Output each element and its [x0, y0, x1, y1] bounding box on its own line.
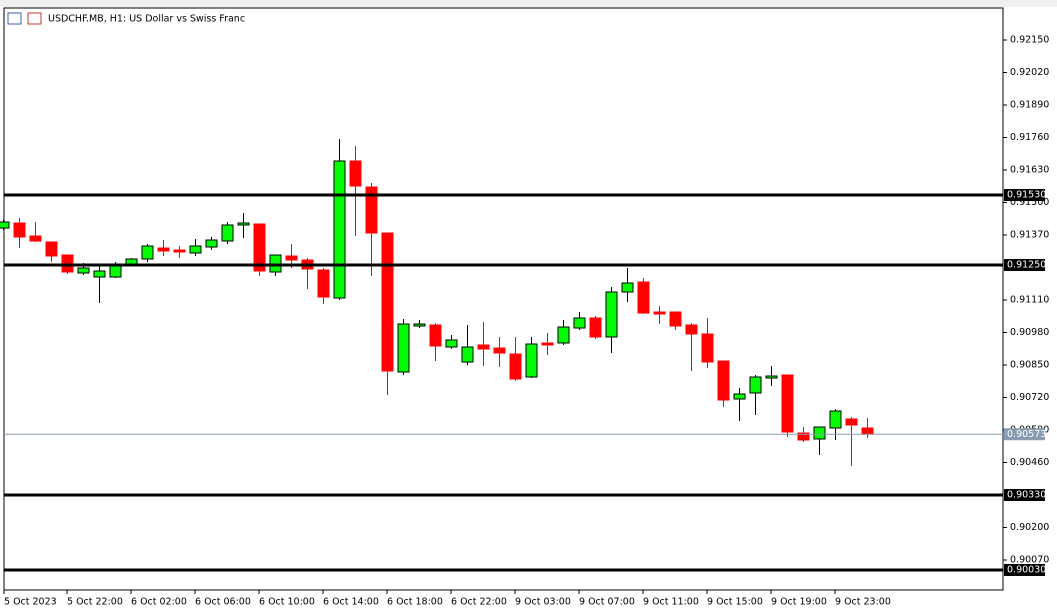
candle-body: [749, 376, 762, 394]
x-tick-label: 9 Oct 07:00: [579, 597, 635, 608]
candle-body: [477, 344, 490, 350]
x-tick-label: 6 Oct 02:00: [131, 597, 187, 608]
y-tick-label: 0.90980: [1010, 327, 1049, 338]
candle-body: [573, 317, 586, 329]
candle-body: [813, 426, 826, 440]
level-label: 0.91530: [1007, 190, 1046, 201]
candle-body: [685, 324, 698, 335]
x-tick-label: 9 Oct 19:00: [771, 597, 827, 608]
x-tick-label: 6 Oct 18:00: [387, 597, 443, 608]
y-tick-label: 0.91110: [1010, 295, 1049, 306]
price-label: 0.90573: [1007, 429, 1046, 440]
chart-title: USDCHF.MB, H1: US Dollar vs Swiss Franc: [48, 14, 245, 25]
y-tick-label: 0.91630: [1010, 165, 1049, 176]
candle-body: [541, 342, 554, 346]
candle-body: [509, 353, 522, 380]
level-label-box: [1004, 489, 1045, 501]
candle-body: [221, 224, 234, 242]
candle-body: [237, 222, 250, 226]
y-tick-label: 0.91890: [1010, 100, 1049, 111]
candle-body: [445, 339, 458, 348]
y-tick-label: 0.91370: [1010, 230, 1049, 241]
y-tick-label: 0.90200: [1010, 522, 1049, 533]
candle-body: [365, 186, 378, 234]
candle-body: [205, 239, 218, 248]
candle-body: [173, 249, 186, 253]
y-tick-label: 0.90720: [1010, 392, 1049, 403]
candle-body: [829, 410, 842, 429]
candle-body: [413, 323, 426, 327]
candle-body: [717, 360, 730, 401]
level-label-box: [1004, 259, 1045, 271]
candle-body: [557, 326, 570, 344]
x-tick-label: 6 Oct 10:00: [259, 597, 315, 608]
candle-body: [765, 375, 778, 379]
chart-icons: [7, 12, 42, 25]
candle-body: [349, 160, 362, 187]
x-tick-label: 5 Oct 22:00: [67, 597, 123, 608]
icon-chart[interactable]: [27, 12, 42, 25]
candle-body: [861, 427, 874, 435]
y-tick-label: 0.90070: [1010, 555, 1049, 566]
candle-body: [125, 258, 138, 265]
candle-body: [429, 324, 442, 347]
candle-body: [333, 160, 346, 299]
candle-body: [141, 245, 154, 260]
x-tick-label: 5 Oct 2023: [4, 597, 57, 608]
x-tick-label: 6 Oct 06:00: [195, 597, 251, 608]
y-tick-label: 0.90460: [1010, 457, 1049, 468]
candle-body: [733, 393, 746, 400]
x-tick-label: 6 Oct 14:00: [323, 597, 379, 608]
y-tick-label: 0.92020: [1010, 67, 1049, 78]
price-label-box: [1004, 428, 1045, 441]
candle-body: [93, 270, 106, 278]
candle-body: [157, 247, 170, 252]
candle-body: [525, 343, 538, 378]
icon-list[interactable]: [7, 12, 22, 25]
candle-body: [637, 281, 650, 314]
candle-body: [797, 432, 810, 441]
candle-body: [29, 235, 42, 242]
candle-body: [77, 267, 90, 274]
candle-body: [461, 346, 474, 363]
candle-body: [13, 222, 26, 238]
candle-body: [285, 255, 298, 261]
candle-body: [621, 282, 634, 293]
level-label-box: [1004, 189, 1045, 201]
candle-body: [845, 418, 858, 426]
x-tick-label: 9 Oct 03:00: [515, 597, 571, 608]
candle-body: [781, 374, 794, 433]
level-label: 0.90030: [1007, 565, 1046, 576]
candle-body: [493, 347, 506, 354]
level-label: 0.90330: [1007, 490, 1046, 501]
y-tick-label: 0.92150: [1010, 35, 1049, 46]
y-tick-label: 0.91500: [1010, 197, 1049, 208]
x-tick-label: 9 Oct 23:00: [835, 597, 891, 608]
candle-body: [317, 269, 330, 298]
candle-body: [189, 245, 202, 254]
y-tick-label: 0.90850: [1010, 360, 1049, 371]
candle-body: [653, 311, 666, 315]
x-tick-label: 9 Oct 15:00: [707, 597, 763, 608]
toolbar-strip: [0, 0, 1057, 7]
candle-body: [589, 317, 602, 338]
y-tick-label: 0.91760: [1010, 132, 1049, 143]
x-tick-label: 9 Oct 11:00: [643, 597, 699, 608]
candle-body: [0, 221, 10, 229]
candle-body: [701, 333, 714, 363]
level-label-box: [1004, 564, 1045, 576]
candle-body: [45, 241, 58, 257]
plot-frame: [3, 7, 1004, 591]
candle-body: [381, 232, 394, 372]
candle-body: [253, 223, 266, 272]
candle-body: [605, 291, 618, 338]
candle-body: [669, 311, 682, 327]
x-tick-label: 6 Oct 22:00: [451, 597, 507, 608]
level-label: 0.91250: [1007, 260, 1046, 271]
candle-body: [397, 323, 410, 373]
